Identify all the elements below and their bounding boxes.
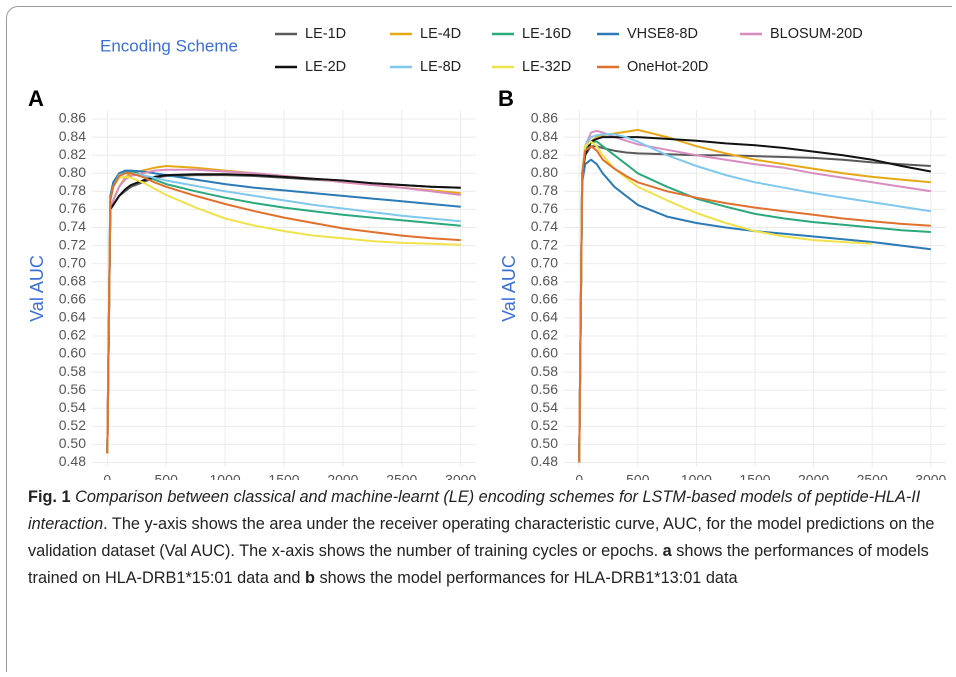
y-tick-label: 0.80: [59, 164, 86, 180]
y-tick-label: 0.54: [59, 399, 86, 415]
series-line: [578, 140, 873, 463]
caption: Fig. 1 Comparison between classical and …: [28, 484, 940, 592]
y-tick-label: 0.86: [59, 110, 86, 126]
y-tick-label: 0.60: [531, 345, 558, 361]
y-tick-label: 0.50: [531, 435, 558, 451]
caption-title: Comparison between classical and machine…: [28, 488, 921, 533]
caption-panel: b: [304, 569, 315, 587]
series-line: [578, 133, 931, 463]
y-tick-label: 0.58: [531, 363, 558, 379]
series-line: [106, 172, 461, 454]
x-tick-label: 1000: [210, 472, 241, 480]
legend-label: OneHot-20D: [627, 59, 708, 75]
y-tick-label: 0.68: [59, 272, 86, 288]
y-tick-label: 0.82: [531, 146, 558, 162]
x-tick-label: 3000: [915, 472, 946, 480]
y-tick-label: 0.72: [59, 236, 86, 252]
x-tick-label: 0: [103, 472, 111, 480]
caption-text: shows the model performances for HLA-DRB…: [314, 569, 738, 587]
y-tick-label: 0.70: [59, 254, 86, 270]
series-line: [106, 173, 461, 454]
legend-label: LE-16D: [522, 26, 571, 42]
caption-label: Fig. 1: [28, 488, 71, 506]
caption-panel: a: [662, 542, 672, 560]
legend-label: BLOSUM-20D: [770, 26, 863, 42]
x-tick-label: 2500: [386, 472, 417, 480]
y-tick-label: 0.70: [531, 254, 558, 270]
legend-label: VHSE8-8D: [627, 26, 698, 42]
caption-text: . The y-axis shows the area under the re…: [28, 515, 935, 560]
x-tick-label: 2000: [327, 472, 358, 480]
y-tick-label: 0.56: [531, 381, 558, 397]
x-tick-label: 2500: [857, 472, 888, 480]
series-line: [106, 168, 461, 454]
x-tick-label: 2000: [798, 472, 829, 480]
y-tick-label: 0.66: [59, 291, 86, 307]
y-tick-label: 0.54: [531, 399, 558, 415]
legend-label: LE-32D: [522, 59, 571, 75]
y-tick-label: 0.86: [531, 110, 558, 126]
y-tick-label: 0.52: [531, 417, 558, 433]
x-tick-label: 1000: [681, 472, 712, 480]
y-tick-label: 0.50: [59, 435, 86, 451]
y-tick-label: 0.58: [59, 363, 86, 379]
y-tick-label: 0.76: [59, 200, 86, 216]
y-tick-label: 0.80: [531, 164, 558, 180]
y-tick-label: 0.52: [59, 417, 86, 433]
y-tick-label: 0.76: [531, 200, 558, 216]
y-tick-label: 0.84: [59, 128, 86, 144]
y-tick-label: 0.78: [531, 182, 558, 198]
series-line: [578, 129, 931, 463]
y-tick-label: 0.84: [531, 128, 558, 144]
legend-label: LE-2D: [305, 59, 346, 75]
caption-text: shows the performances of models trained…: [28, 542, 929, 587]
y-tick-label: 0.74: [59, 218, 86, 234]
y-tick-label: 0.64: [531, 309, 558, 325]
x-tick-label: 0: [575, 472, 583, 480]
y-tick-label: 0.72: [531, 236, 558, 252]
x-tick-label: 500: [626, 472, 650, 480]
y-tick-label: 0.56: [59, 381, 86, 397]
figure: Encoding Scheme LE-1D LE-4D LE-16D VHSE8-8D…: [27, 26, 947, 480]
panel-label: A: [28, 86, 44, 111]
series-line: [578, 158, 931, 463]
y-tick-label: 0.48: [531, 453, 558, 469]
y-axis-title: Val AUC: [27, 255, 47, 322]
y-tick-label: 0.62: [531, 327, 558, 343]
y-tick-label: 0.68: [531, 272, 558, 288]
y-tick-label: 0.78: [59, 182, 86, 198]
legend-title: Encoding Scheme: [100, 36, 238, 55]
y-tick-label: 0.74: [531, 218, 558, 234]
legend-label: LE-1D: [305, 26, 346, 42]
y-tick-label: 0.82: [59, 146, 86, 162]
y-tick-label: 0.60: [59, 345, 86, 361]
y-axis-title: Val AUC: [499, 255, 519, 322]
y-tick-label: 0.62: [59, 327, 86, 343]
series-line: [106, 169, 461, 454]
y-tick-label: 0.64: [59, 309, 86, 325]
frame: [6, 6, 952, 672]
panel-label: B: [498, 86, 514, 111]
legend-label: LE-8D: [420, 59, 461, 75]
legend-label: LE-4D: [420, 26, 461, 42]
y-tick-label: 0.66: [531, 291, 558, 307]
x-tick-label: 1500: [268, 472, 299, 480]
x-tick-label: 3000: [445, 472, 476, 480]
x-tick-label: 500: [155, 472, 179, 480]
x-tick-label: 1500: [739, 472, 770, 480]
series-line: [578, 145, 931, 463]
y-tick-label: 0.48: [59, 453, 86, 469]
